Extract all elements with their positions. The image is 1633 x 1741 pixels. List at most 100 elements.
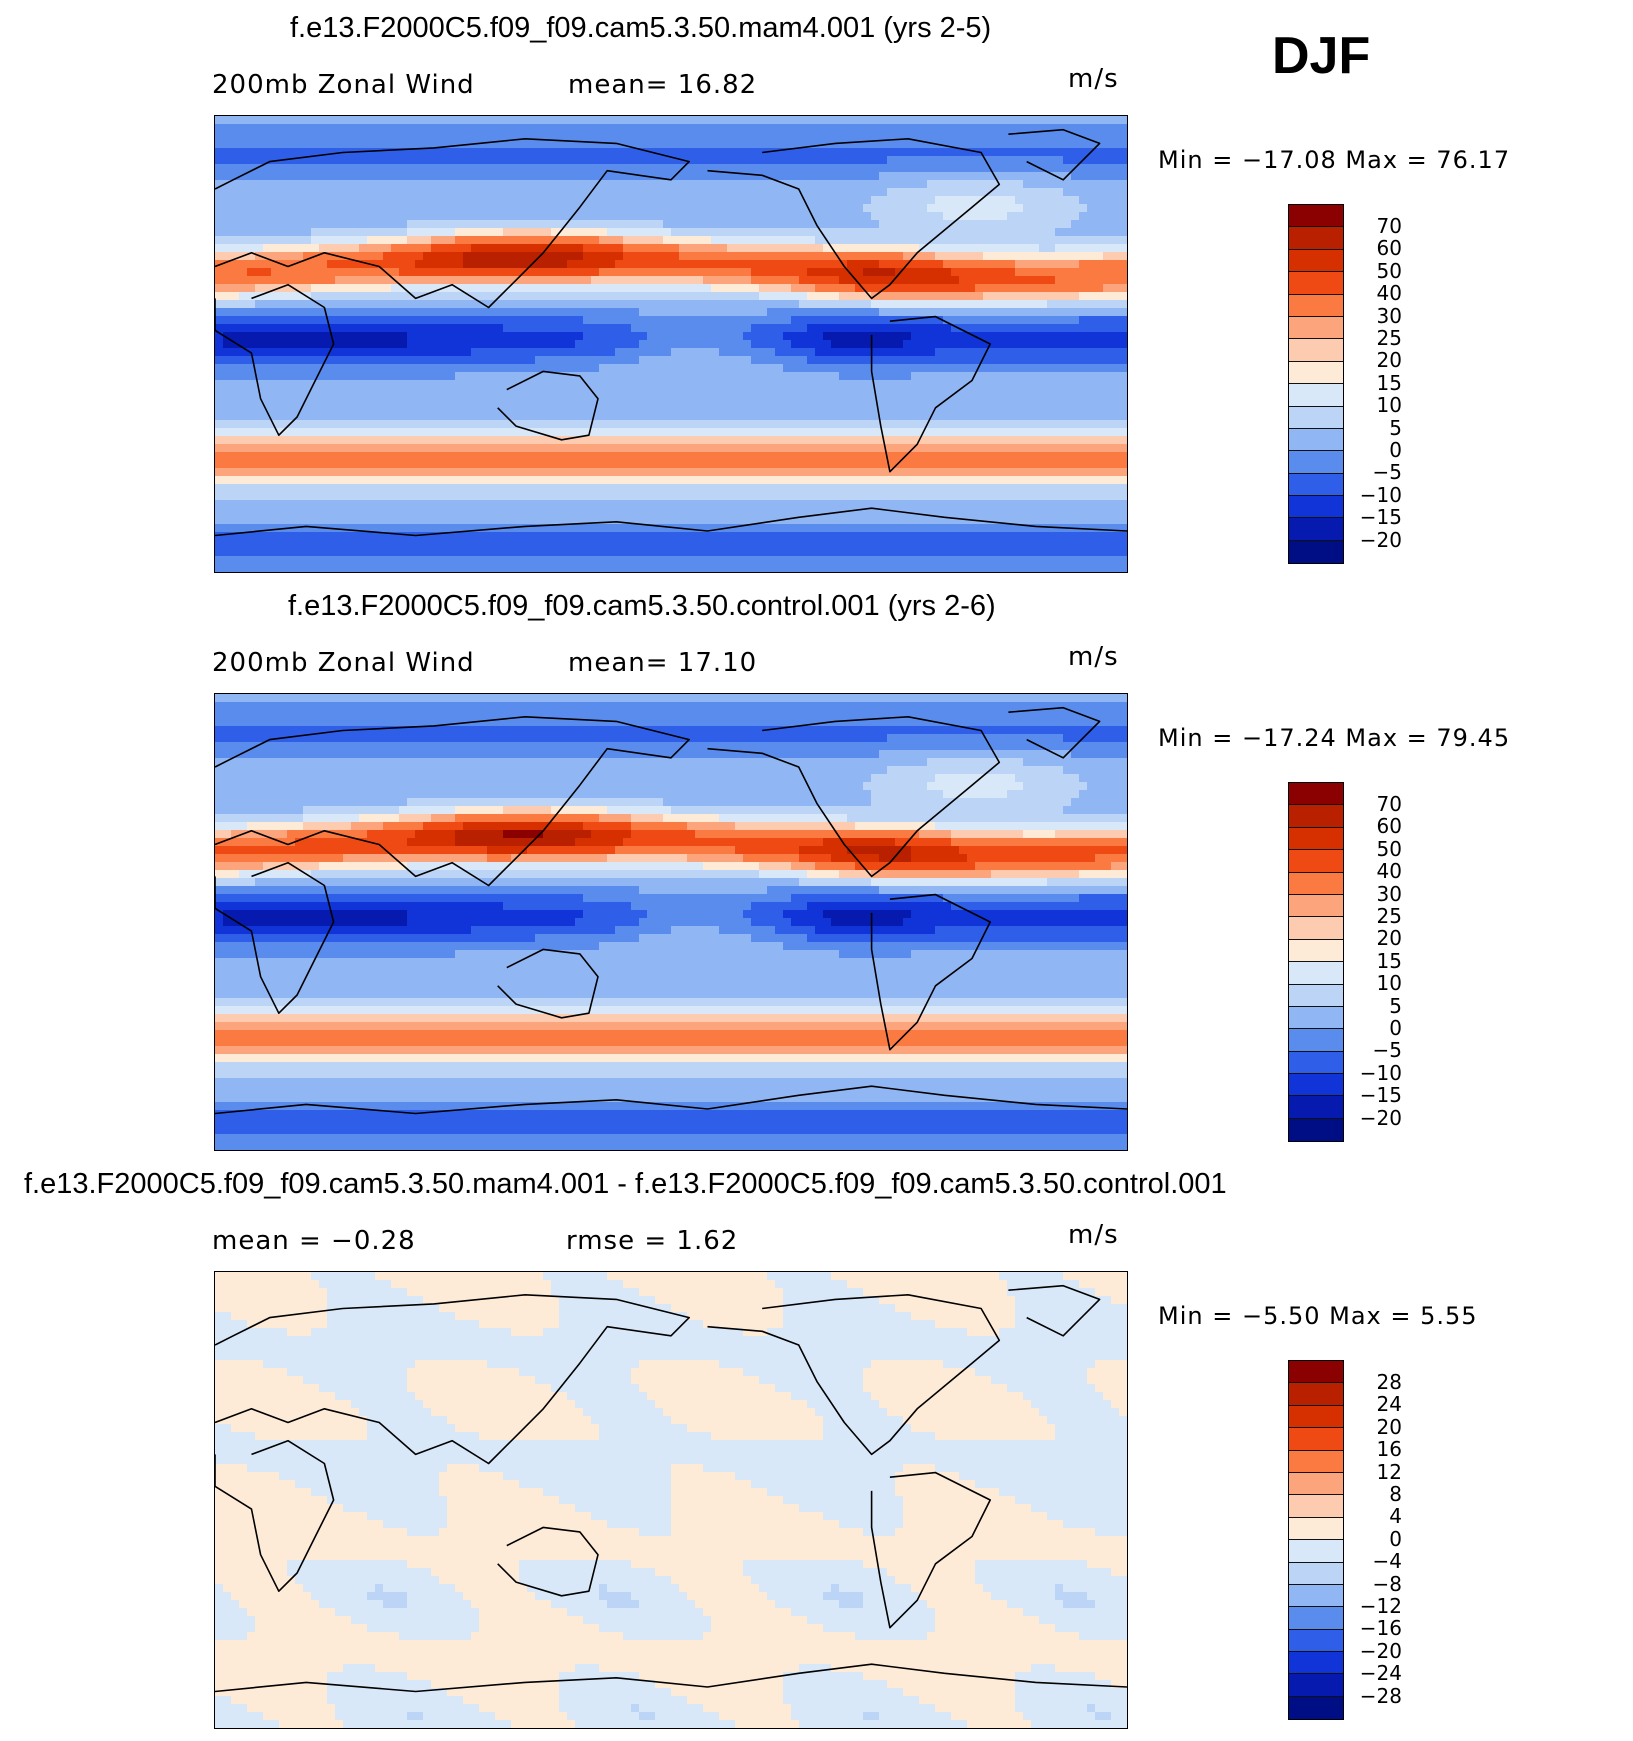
panel-1-colorbar — [1288, 204, 1344, 565]
colorbar-swatch — [1289, 984, 1343, 1007]
colorbar-tick-label: 28 — [1376, 1370, 1402, 1394]
panel-2-minmax: Min = −17.24 Max = 79.45 — [1158, 724, 1511, 752]
colorbar-tick-label: 50 — [1376, 836, 1402, 861]
colorbar-swatch — [1289, 1361, 1343, 1384]
colorbar-tick-label: 40 — [1376, 859, 1402, 884]
colorbar-swatch — [1289, 1383, 1343, 1406]
colorbar-tick-label: −15 — [1359, 1083, 1402, 1108]
colorbar-tick-label: −12 — [1359, 1594, 1402, 1618]
map-svg — [215, 116, 1127, 572]
coastline — [215, 1085, 1127, 1115]
colorbar-swatch — [1289, 872, 1343, 895]
panel-1-mean-label: mean= 16.82 — [568, 70, 758, 100]
map-svg — [215, 694, 1127, 1150]
colorbar-tick-label: −16 — [1359, 1616, 1402, 1641]
colorbar-swatch — [1289, 1517, 1343, 1541]
colorbar-swatch — [1289, 1629, 1343, 1653]
panel-1-map — [214, 115, 1128, 573]
colorbar-swatch — [1289, 406, 1343, 429]
colorbar-tick-label: −20 — [1359, 1105, 1402, 1130]
colorbar-tick-label: 25 — [1376, 904, 1402, 928]
colorbar-swatch — [1289, 473, 1343, 497]
map-svg — [215, 1272, 1127, 1728]
colorbar-swatch — [1289, 384, 1343, 407]
panel-2-variable-label: 200mb Zonal Wind — [212, 648, 475, 678]
colorbar-swatch — [1289, 1562, 1343, 1585]
colorbar-swatch — [1289, 1118, 1343, 1142]
colorbar-swatch — [1289, 205, 1343, 228]
colorbar-tick-label: −10 — [1359, 482, 1402, 507]
colorbar-swatch — [1289, 783, 1343, 806]
colorbar-swatch — [1289, 1607, 1343, 1630]
panel-2-map — [214, 693, 1128, 1151]
colorbar-tick-label: 0 — [1389, 1016, 1402, 1040]
colorbar-swatch — [1289, 518, 1343, 541]
colorbar-tick-label: −15 — [1359, 505, 1402, 530]
colorbar-swatch — [1289, 1495, 1343, 1518]
colorbar-tick-label: 70 — [1376, 214, 1402, 238]
panel-3-colorbar — [1288, 1360, 1344, 1721]
colorbar-swatch — [1289, 1472, 1343, 1496]
colorbar-swatch — [1289, 227, 1343, 250]
colorbar-tick-label: −5 — [1372, 460, 1402, 485]
colorbar-swatch — [1289, 962, 1343, 985]
panel-1-minmax: Min = −17.08 Max = 76.17 — [1158, 146, 1511, 174]
colorbar-tick-label: 5 — [1389, 993, 1402, 1018]
colorbar-tick-label: 4 — [1389, 1504, 1402, 1529]
panel-1-title: f.e13.F2000C5.f09_f09.cam5.3.50.mam4.001… — [290, 12, 992, 44]
colorbar-tick-label: 20 — [1376, 348, 1402, 373]
coastline — [215, 1293, 691, 1465]
colorbar-tick-label: 70 — [1376, 792, 1402, 816]
colorbar-tick-label: 0 — [1389, 438, 1402, 462]
colorbar-tick-label: 15 — [1376, 370, 1402, 395]
colorbar-swatch — [1289, 1674, 1343, 1697]
colorbar-tick-label: 30 — [1376, 881, 1402, 906]
colorbar-tick-label: 20 — [1376, 1414, 1402, 1439]
coastline — [215, 507, 1127, 537]
coastline — [497, 1526, 599, 1597]
coastline — [1008, 128, 1101, 181]
colorbar-swatch — [1289, 428, 1343, 452]
coastline — [1008, 706, 1101, 759]
colorbar-swatch — [1289, 1428, 1343, 1451]
colorbar-swatch — [1289, 894, 1343, 918]
colorbar-swatch — [1289, 294, 1343, 317]
colorbar-tick-label: −4 — [1372, 1549, 1402, 1574]
coastline — [1008, 1284, 1101, 1337]
colorbar-tick-label: 60 — [1376, 814, 1402, 839]
colorbar-swatch — [1289, 1652, 1343, 1675]
colorbar-swatch — [1289, 1584, 1343, 1608]
colorbar-swatch — [1289, 249, 1343, 273]
coastline — [215, 715, 691, 887]
coastline — [707, 137, 1001, 300]
colorbar-tick-label: −20 — [1359, 1638, 1402, 1663]
colorbar-tick-label: 16 — [1376, 1437, 1402, 1462]
colorbar-swatch — [1289, 939, 1343, 963]
colorbar-swatch — [1289, 1006, 1343, 1030]
colorbar-swatch — [1289, 540, 1343, 564]
coastline — [215, 1663, 1127, 1693]
panel-2-title: f.e13.F2000C5.f09_f09.cam5.3.50.control.… — [288, 590, 996, 622]
coastline — [215, 1439, 335, 1593]
season-label: DJF — [1272, 27, 1371, 85]
colorbar-tick-label: 25 — [1376, 326, 1402, 350]
colorbar-tick-label: −5 — [1372, 1038, 1402, 1063]
colorbar-swatch — [1289, 1450, 1343, 1473]
panel-1-variable-label: 200mb Zonal Wind — [212, 70, 475, 100]
coastline — [215, 861, 335, 1015]
colorbar-tick-label: 50 — [1376, 258, 1402, 283]
panel-2-colorbar — [1288, 782, 1344, 1143]
colorbar-tick-label: 20 — [1376, 926, 1402, 951]
coastline — [215, 137, 691, 309]
coastline — [870, 315, 992, 473]
colorbar-tick-label: 0 — [1389, 1526, 1402, 1551]
colorbar-swatch — [1289, 316, 1343, 340]
panel-2-units: m/s — [1068, 642, 1119, 672]
colorbar-tick-label: 5 — [1389, 415, 1402, 440]
coastline — [707, 715, 1001, 878]
coastline — [215, 283, 335, 437]
colorbar-tick-label: −8 — [1372, 1571, 1402, 1596]
colorbar-tick-label: 24 — [1376, 1392, 1402, 1417]
coastline — [870, 1471, 992, 1629]
colorbar-tick-label: −10 — [1359, 1060, 1402, 1085]
